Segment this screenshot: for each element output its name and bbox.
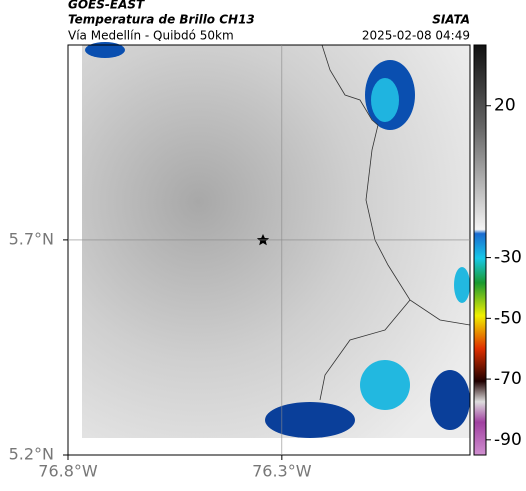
- lat-tick-label: 5.2°N: [9, 445, 54, 464]
- map-frame: [67, 44, 471, 456]
- colorbar-tick-label: -70: [494, 369, 522, 389]
- title: GOES-EAST: [68, 0, 145, 12]
- map-imagery: [82, 42, 471, 438]
- colorbar-tick-label: 20: [494, 96, 516, 116]
- timestamp: 2025-02-08 04:49: [362, 29, 470, 43]
- colorbar-tick-label: -30: [494, 248, 522, 268]
- lon-tick-label: 76.3°W: [252, 462, 312, 481]
- region: Vía Medellín - Quibdó 50km: [68, 29, 234, 43]
- subtitle: Temperatura de Brillo CH13: [68, 13, 255, 27]
- lat-tick-label: 5.7°N: [9, 229, 54, 248]
- source: SIATA: [432, 13, 470, 27]
- colorbar: [473, 44, 487, 456]
- lon-tick-label: 76.8°W: [38, 462, 98, 481]
- colorbar-tick-label: -90: [494, 430, 522, 450]
- colorbar-tick-label: -50: [494, 308, 522, 328]
